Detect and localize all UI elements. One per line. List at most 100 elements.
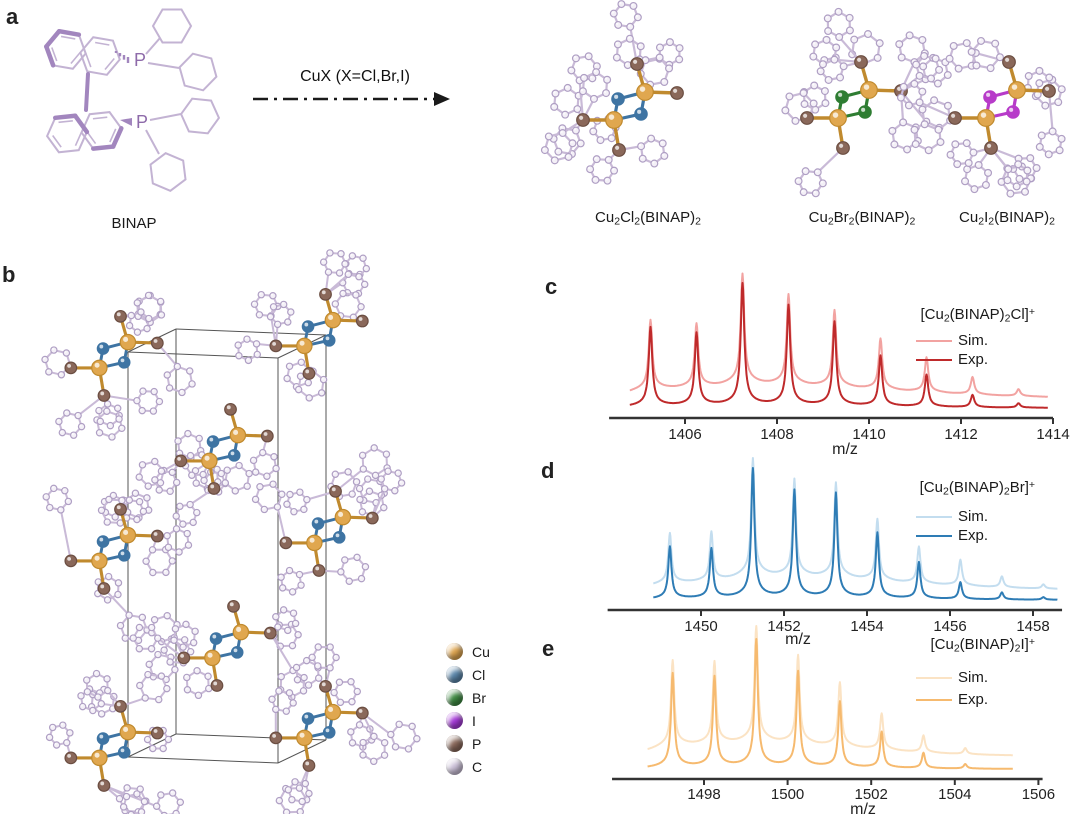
atom-highlight (168, 655, 171, 658)
atom-highlight (174, 811, 177, 814)
atom (314, 662, 322, 670)
atom (114, 590, 122, 599)
cu-atom-icon (446, 643, 463, 660)
atom (544, 132, 553, 141)
trace-sim (652, 457, 1058, 590)
atom-highlight (586, 53, 589, 57)
atom (64, 554, 78, 568)
atom (157, 672, 166, 680)
atom (97, 710, 106, 718)
molecule-cluster (45, 669, 185, 814)
atom (296, 337, 313, 355)
atom (133, 328, 142, 336)
atom-highlight (105, 597, 108, 600)
atom (359, 465, 368, 473)
x-tick-label: 1456 (933, 618, 966, 635)
atom-highlight (836, 9, 839, 12)
atom-highlight (276, 688, 280, 691)
atom (279, 536, 293, 550)
atom-highlight (153, 339, 158, 343)
atom-highlight (793, 118, 796, 121)
atom (52, 741, 61, 749)
atom-highlight (140, 615, 143, 618)
atom-highlight (99, 711, 102, 714)
atom-highlight (945, 103, 949, 106)
atom-highlight (333, 472, 336, 475)
atom (347, 728, 355, 736)
atom-highlight (921, 64, 924, 67)
atom-highlight (210, 484, 215, 489)
atom (155, 486, 163, 494)
atom-highlight (353, 292, 356, 295)
atom (370, 757, 378, 766)
atom-highlight (137, 683, 140, 686)
atom-highlight (306, 791, 310, 794)
atom-highlight (304, 658, 307, 661)
atom (270, 452, 278, 461)
atom (269, 731, 283, 745)
atom-highlight (257, 312, 260, 315)
atom-highlight (321, 377, 324, 380)
atom-highlight (373, 473, 376, 476)
atom-highlight (60, 430, 63, 433)
atom-highlight (159, 468, 162, 472)
atom-highlight (841, 63, 844, 67)
atom-highlight (1025, 168, 1028, 171)
atom-highlight (153, 532, 158, 536)
atom-highlight (140, 408, 143, 411)
atom (294, 631, 302, 639)
x-tick-label: 1406 (668, 426, 701, 443)
atom (359, 751, 367, 759)
atom-highlight (174, 480, 177, 483)
atom (269, 480, 277, 488)
cl-atom-icon (446, 666, 463, 683)
atom-highlight (811, 101, 814, 104)
atom-highlight (67, 556, 72, 561)
atom-highlight (306, 380, 309, 383)
atom (953, 160, 962, 169)
atom-highlight (321, 682, 326, 687)
atom (949, 41, 958, 50)
atom (142, 557, 150, 565)
atom-highlight (371, 759, 374, 762)
atom-highlight (865, 31, 869, 34)
atom (157, 311, 166, 319)
atom (359, 738, 367, 747)
atom-highlight (300, 799, 303, 802)
atom-highlight (296, 632, 299, 635)
atom (564, 152, 573, 161)
atom (133, 299, 142, 307)
atom-highlight (284, 502, 288, 505)
atom-highlight (136, 314, 139, 317)
atom (193, 667, 201, 675)
atom (864, 30, 873, 39)
atom-highlight (321, 259, 324, 263)
mass-spectrum-panel-c: 1406 1408 1410 1412 1414 m/z [Cu2(BINAP)2Cl]+ S… (548, 268, 1080, 468)
atom (300, 505, 308, 514)
atom-highlight (304, 714, 309, 719)
atom-highlight (616, 22, 619, 25)
atom (822, 35, 831, 44)
atom (358, 508, 367, 516)
atom-highlight (987, 143, 992, 148)
atom-highlight (325, 728, 330, 733)
atom-highlight (577, 78, 580, 81)
atom-highlight (116, 580, 119, 583)
atom (339, 289, 347, 298)
unit-cell-edge (127, 756, 279, 764)
atom (602, 89, 611, 98)
atom (77, 692, 85, 700)
atom (143, 324, 151, 333)
atom-highlight (349, 679, 352, 682)
atom (91, 749, 108, 767)
atom (249, 456, 258, 465)
atom (183, 686, 192, 694)
atom (801, 167, 810, 176)
atom (284, 318, 292, 326)
atom (234, 341, 242, 349)
atom-highlight (628, 24, 631, 27)
atom (41, 355, 49, 364)
atom (175, 548, 183, 556)
atom (413, 734, 421, 743)
atom-highlight (341, 291, 344, 294)
